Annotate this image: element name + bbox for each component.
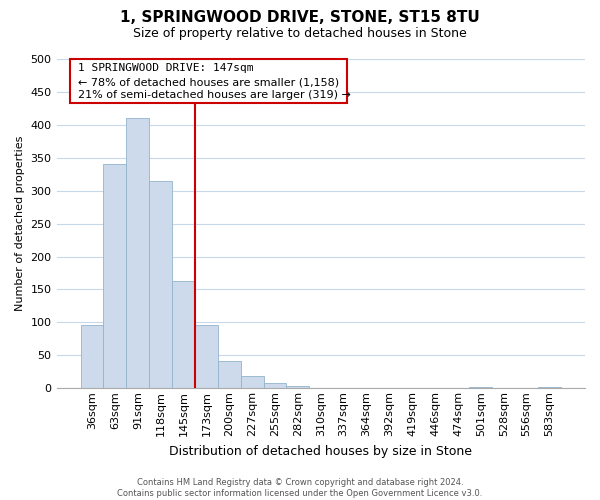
Bar xyxy=(127,118,149,388)
Bar xyxy=(241,376,263,388)
Y-axis label: Number of detached properties: Number of detached properties xyxy=(15,136,25,312)
Bar xyxy=(286,386,310,388)
Text: ← 78% of detached houses are smaller (1,158): ← 78% of detached houses are smaller (1,… xyxy=(77,77,339,87)
Bar xyxy=(172,281,195,388)
Bar xyxy=(538,387,561,388)
Bar xyxy=(103,164,127,388)
Bar xyxy=(149,181,172,388)
Text: 21% of semi-detached houses are larger (319) →: 21% of semi-detached houses are larger (… xyxy=(77,90,350,101)
Bar xyxy=(469,387,493,388)
FancyBboxPatch shape xyxy=(70,59,347,104)
Text: 1 SPRINGWOOD DRIVE: 147sqm: 1 SPRINGWOOD DRIVE: 147sqm xyxy=(77,63,253,73)
Bar xyxy=(218,360,241,388)
Bar xyxy=(80,325,103,388)
Text: 1, SPRINGWOOD DRIVE, STONE, ST15 8TU: 1, SPRINGWOOD DRIVE, STONE, ST15 8TU xyxy=(120,10,480,25)
Text: Contains HM Land Registry data © Crown copyright and database right 2024.
Contai: Contains HM Land Registry data © Crown c… xyxy=(118,478,482,498)
Bar xyxy=(195,325,218,388)
Text: Size of property relative to detached houses in Stone: Size of property relative to detached ho… xyxy=(133,28,467,40)
X-axis label: Distribution of detached houses by size in Stone: Distribution of detached houses by size … xyxy=(169,444,472,458)
Bar xyxy=(263,383,286,388)
